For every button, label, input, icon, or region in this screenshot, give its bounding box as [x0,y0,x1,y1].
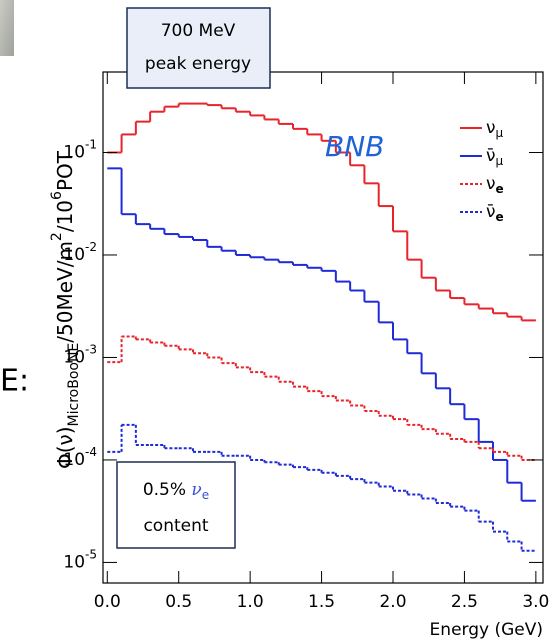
x-tick-label: 0.0 [94,592,121,612]
legend-label: νe [486,174,504,196]
y-axis-label-part: /50MeV/m [53,241,77,343]
y-axis-label-part: POT [53,150,77,191]
x-tick-label: 0.5 [165,592,192,612]
annotation-text: BNB [325,130,384,163]
y-axis-label-part: /10 [53,200,77,232]
y-tick-label: 10-4 [63,444,97,470]
annotation-box [126,7,271,89]
annotation-text: peak energy [145,54,251,74]
y-tick-label: 10-2 [63,239,97,265]
annotation-text: content [143,516,208,536]
x-axis-label: Energy (GeV) [430,620,543,640]
y-tick-label: 10-1 [63,137,97,163]
y-tick-label: 10-5 [63,547,97,573]
y-axis-label-part: 2 [49,232,65,241]
x-tick-label: 3.0 [522,592,549,612]
annotation-box [116,461,236,549]
y-axis-label: Φ(ν)MicroBooNE/50MeV/m2/106POT [49,150,82,469]
plot-area [107,102,536,552]
y-axis-label-part: Φ(ν) [53,426,77,469]
y-axis-label-part: MicroBooNE [66,343,82,427]
y-axis-label-part: 6 [49,191,65,200]
x-tick-label: 1.5 [308,592,335,612]
x-tick-label: 2.5 [451,592,478,612]
plot-frame [102,71,544,584]
x-tick-label: 1.0 [237,592,264,612]
x-tick-label: 2.0 [379,592,406,612]
annotation-text: 0.5% νe [143,480,209,502]
image-fragment [0,0,14,56]
edge-text: E: [0,364,29,399]
annotation-text: 700 MeV [161,21,236,41]
legend-label: νμ [486,118,504,140]
legend-label: ν̄e [486,202,504,224]
legend-label: ν̄μ [486,146,504,168]
y-tick-label: 10-3 [63,342,97,368]
